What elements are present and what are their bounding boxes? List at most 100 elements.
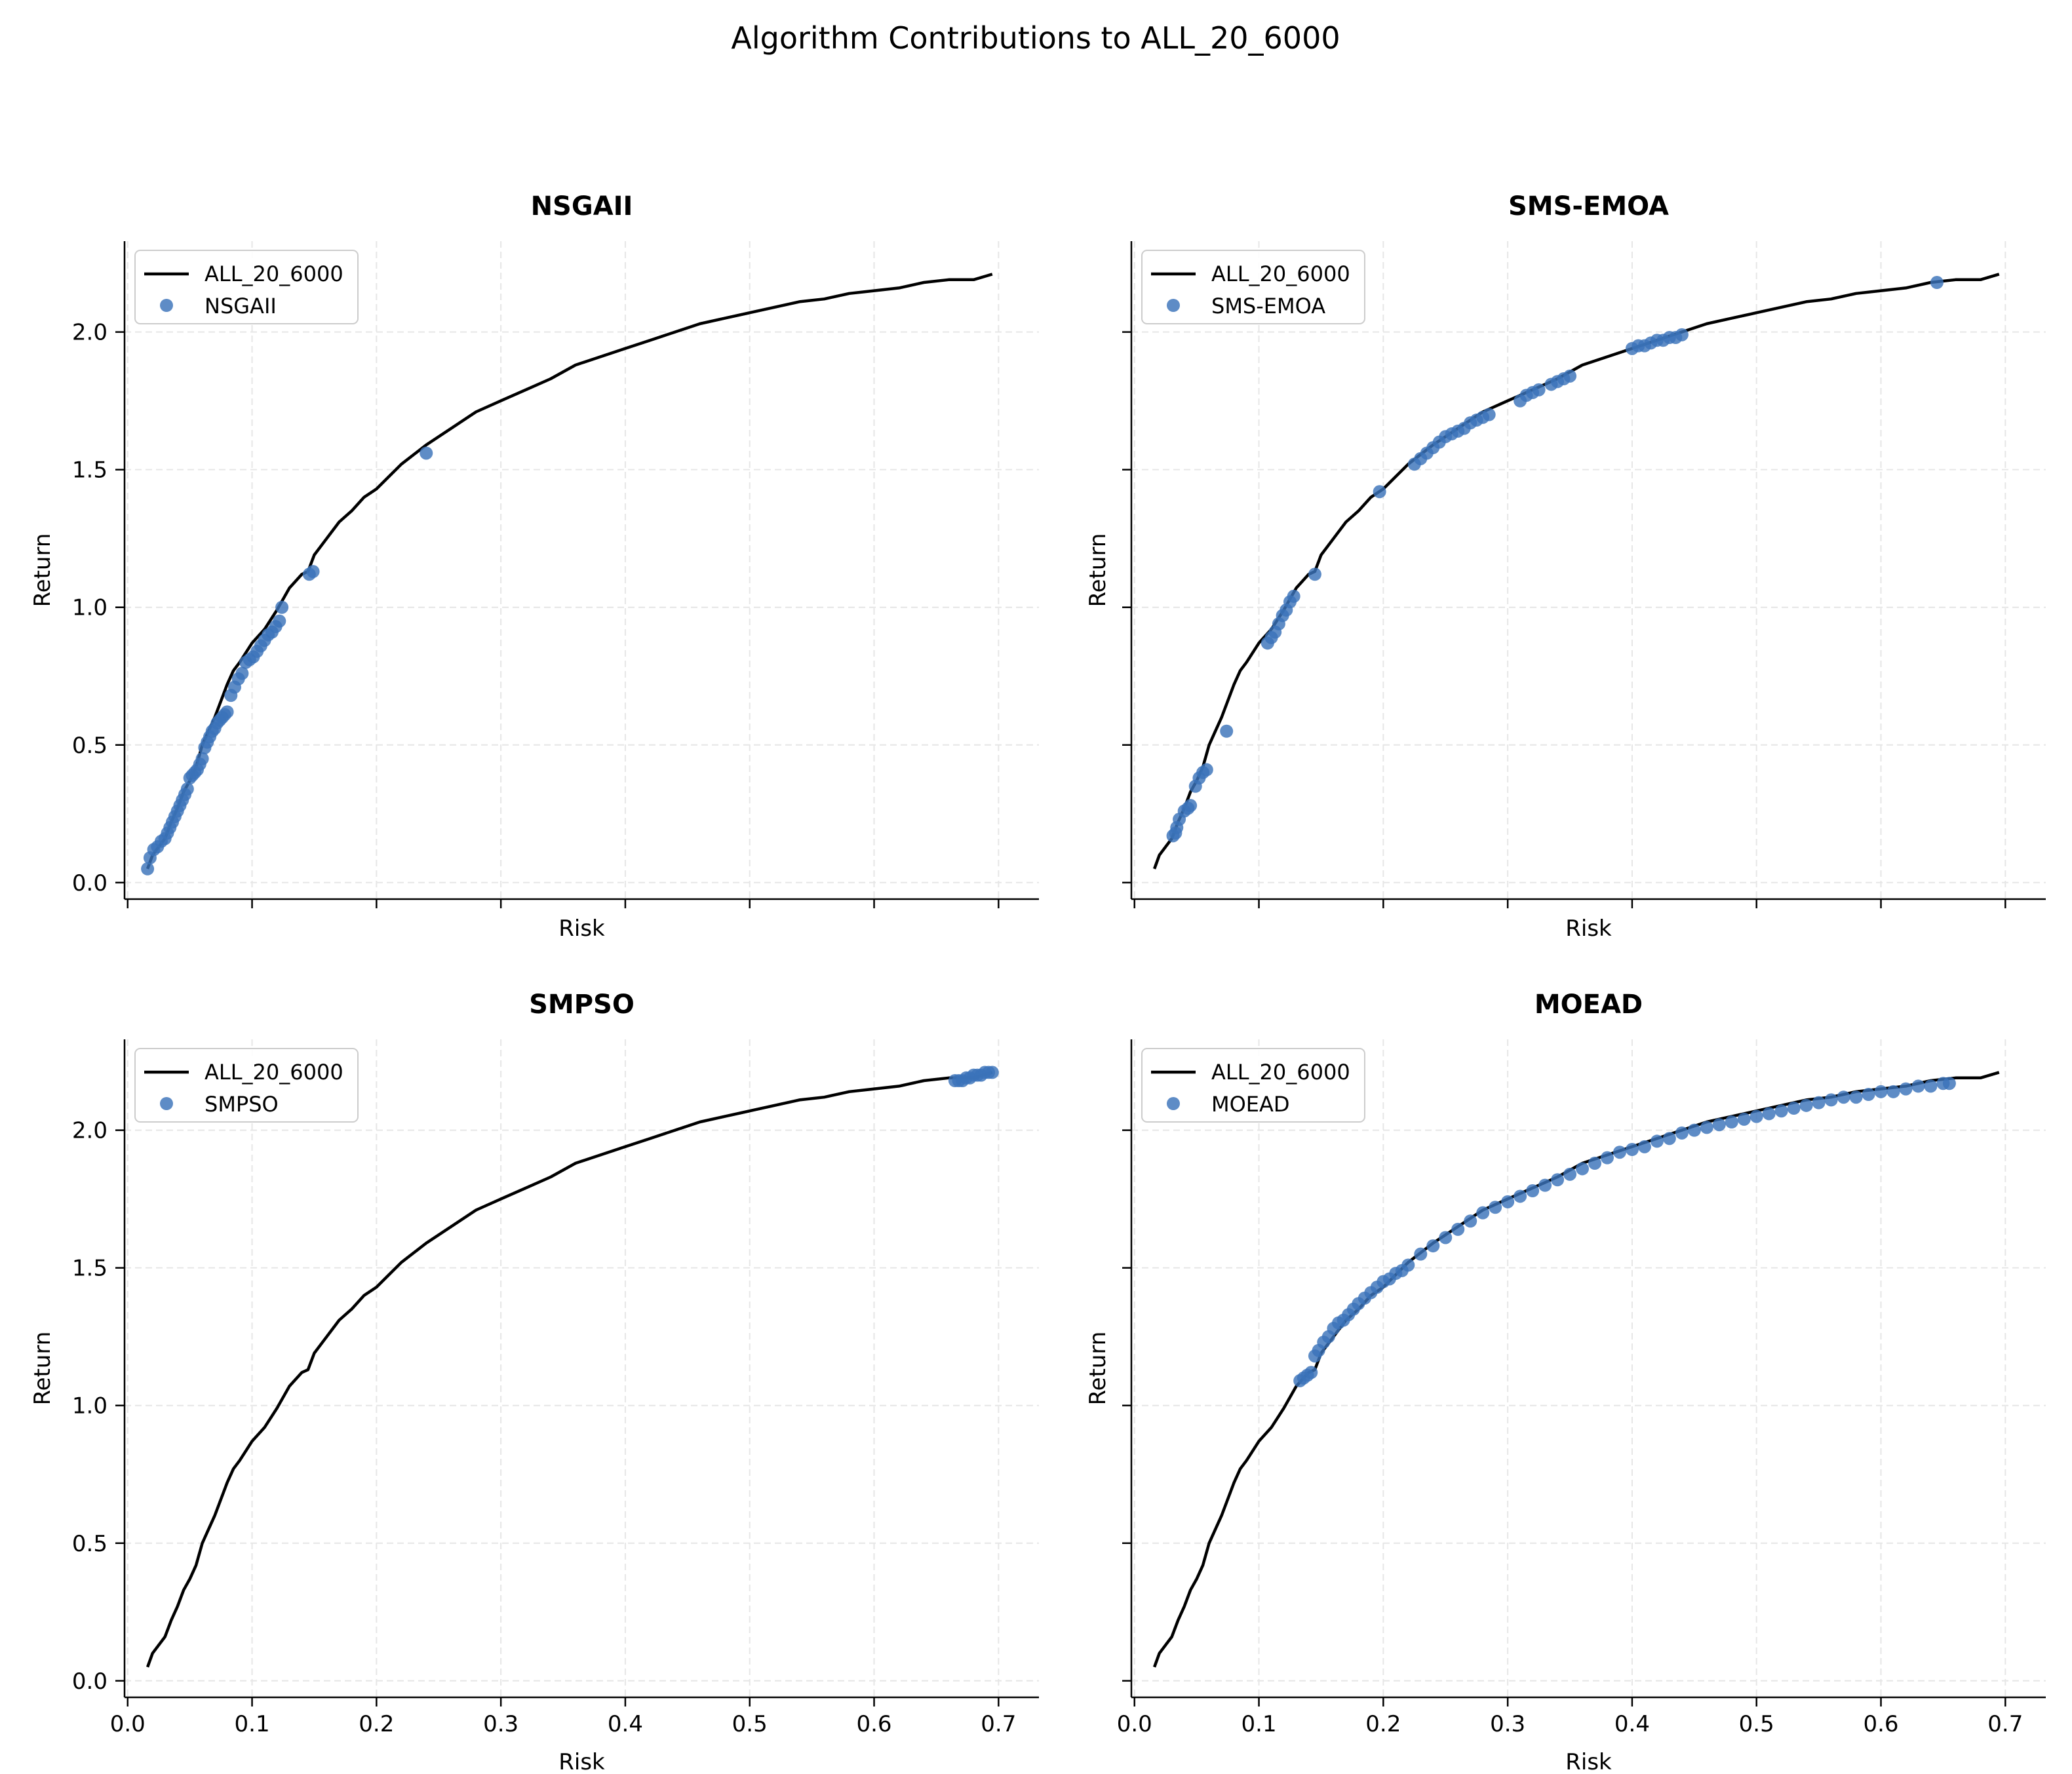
scatter-point [1501,1195,1515,1208]
legend-label-algorithm: NSGAII [205,294,277,318]
subplot-title: SMS-EMOA [1508,191,1669,222]
legend-point-swatch [1167,1097,1180,1110]
scatter-point [1924,1079,1938,1093]
scatter-point [1308,568,1321,581]
x-tick-label: 0.7 [1987,1711,2023,1737]
legend-label-frontier: ALL_20_6000 [1211,1060,1350,1085]
scatter-point [1625,1143,1639,1157]
scatter-point [1526,1184,1540,1198]
x-axis-label: Risk [1565,1749,1612,1774]
scatter-point [1373,485,1386,499]
scatter-point [220,705,234,719]
scatter-point [1749,1109,1763,1123]
scatter-point [1414,1247,1428,1261]
scatter-point [1862,1088,1875,1102]
scatter-point [420,446,433,460]
scatter-point [1930,276,1944,290]
scatter-point [141,862,155,876]
subplot-title: SMPSO [529,990,635,1020]
scatter-point [1451,1222,1465,1236]
y-axis-label: Return [29,533,56,607]
x-axis-label: Risk [558,916,605,942]
x-tick-label: 0.6 [1863,1711,1898,1737]
figure-suptitle: Algorithm Contributions to ALL_20_6000 [731,20,1340,56]
legend-box [134,250,359,324]
scatter-point [1712,1118,1726,1132]
x-tick-label: 0.5 [732,1711,768,1737]
scatter-point [1762,1107,1776,1121]
y-tick-label: 0.0 [72,1668,108,1695]
scatter-point [1200,763,1213,777]
legend-point-swatch [160,299,173,312]
legend-label-frontier: ALL_20_6000 [205,1060,343,1085]
scatter-point [1287,589,1300,603]
scatter-point [1700,1121,1713,1134]
y-tick-label: 2.0 [72,1118,108,1144]
scatter-point [1304,1366,1318,1379]
scatter-point [195,752,209,765]
x-tick-label: 0.2 [1365,1711,1401,1737]
scatter-point [1588,1157,1601,1170]
x-tick-label: 0.1 [1241,1711,1277,1737]
y-tick-label: 0.5 [72,733,108,759]
scatter-point [1439,1231,1453,1244]
scatter-point [1401,1258,1415,1272]
y-tick-label: 2.0 [72,320,108,346]
scatter-point [1886,1085,1900,1098]
x-tick-label: 0.1 [235,1711,270,1737]
scatter-point [1687,1123,1701,1137]
scatter-point [1849,1090,1863,1104]
scatter-point [180,782,194,796]
scatter-point [1563,1167,1577,1181]
legend-point-swatch [1167,299,1180,312]
scatter-point [1725,1115,1738,1129]
subplot-0: 0.0 0.5 1.0 1.5 2.0 NSGAII Risk Return ALL_20_60… [29,191,1039,942]
x-tick-label: 0.4 [608,1711,643,1737]
x-axis-label: Risk [1565,916,1612,942]
legend-label-frontier: ALL_20_6000 [205,261,343,286]
y-tick-label: 1.0 [72,595,108,621]
scatter-point [1911,1079,1925,1093]
legend-box [1141,1048,1365,1123]
frontier-line [1152,273,2000,870]
y-tick-label: 1.5 [72,457,108,484]
scatter-point [1942,1077,1956,1090]
legend-label-frontier: ALL_20_6000 [1211,261,1350,286]
scatter-point [1476,1206,1490,1220]
x-tick-label: 0.4 [1614,1711,1650,1737]
subplot-2: 0.0 0.1 0.2 0.3 0.4 0.5 0.6 0.7 0.0 0.5 1.0 1.5 2.0 S… [29,990,1039,1774]
y-tick-label: 1.5 [72,1256,108,1282]
subplot-title: NSGAII [531,191,633,222]
scatter-point [1184,799,1198,813]
legend-box [1141,250,1365,324]
subplot-1: SMS-EMOA Risk Return ALL_20_6000 SMS-EMOA [1085,191,2046,942]
legend-box [134,1048,359,1123]
scatter-point [1774,1104,1788,1118]
legend-label-algorithm: SMS-EMOA [1211,294,1325,318]
scatter-point [1464,1214,1477,1228]
scatter-point [1675,328,1689,341]
scatter-point [985,1066,999,1079]
x-tick-label: 0.5 [1739,1711,1774,1737]
scatter-point [1637,1140,1651,1153]
x-tick-label: 0.7 [981,1711,1016,1737]
y-axis-label: Return [1085,533,1111,607]
legend-label-algorithm: SMPSO [205,1092,279,1117]
subplot-3: 0.0 0.1 0.2 0.3 0.4 0.5 0.6 0.7 MOEAD Risk Return A… [1085,990,2046,1774]
scatter-point [1426,1239,1440,1253]
scatter-point [1837,1090,1850,1104]
scatter-point [1874,1085,1888,1098]
legend-point-swatch [160,1097,173,1110]
scatter-point [1489,1201,1502,1214]
x-tick-label: 0.6 [856,1711,891,1737]
scatter-point [1563,369,1577,383]
x-tick-label: 0.2 [359,1711,394,1737]
x-tick-label: 0.3 [483,1711,518,1737]
scatter-point [1576,1162,1590,1176]
scatter-point [1812,1096,1826,1109]
x-tick-label: 0.0 [1117,1711,1152,1737]
scatter-point [1482,408,1496,421]
scatter-point [1220,724,1234,738]
scatter-point [1824,1093,1838,1107]
